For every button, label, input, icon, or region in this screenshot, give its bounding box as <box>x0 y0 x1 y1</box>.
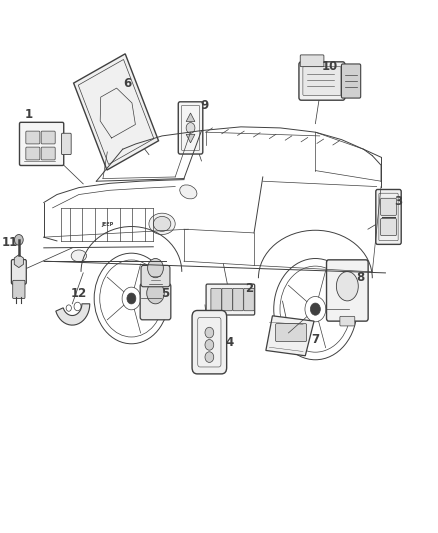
Polygon shape <box>14 255 23 268</box>
FancyBboxPatch shape <box>326 260 368 321</box>
Ellipse shape <box>180 185 197 199</box>
Ellipse shape <box>149 213 175 235</box>
FancyBboxPatch shape <box>61 133 71 155</box>
FancyBboxPatch shape <box>340 316 355 326</box>
FancyBboxPatch shape <box>41 131 55 144</box>
Circle shape <box>148 259 163 278</box>
FancyBboxPatch shape <box>381 198 396 215</box>
FancyBboxPatch shape <box>276 324 307 342</box>
Circle shape <box>147 282 164 304</box>
Polygon shape <box>266 316 314 356</box>
Circle shape <box>66 305 71 311</box>
Text: 6: 6 <box>123 77 131 90</box>
Polygon shape <box>186 113 195 122</box>
Text: 11: 11 <box>1 236 18 249</box>
FancyBboxPatch shape <box>206 284 255 315</box>
Circle shape <box>205 327 214 338</box>
Circle shape <box>14 235 23 245</box>
FancyBboxPatch shape <box>41 147 55 160</box>
FancyBboxPatch shape <box>141 265 170 287</box>
Circle shape <box>205 352 214 362</box>
FancyBboxPatch shape <box>13 280 25 298</box>
Text: 4: 4 <box>225 336 233 349</box>
Text: 3: 3 <box>395 195 403 208</box>
Text: 10: 10 <box>321 60 338 73</box>
Text: 8: 8 <box>356 271 364 284</box>
Polygon shape <box>74 54 159 170</box>
FancyBboxPatch shape <box>26 131 40 144</box>
Text: 12: 12 <box>71 287 87 300</box>
Text: 5: 5 <box>162 287 170 300</box>
Text: 7: 7 <box>311 333 319 346</box>
FancyBboxPatch shape <box>376 190 401 244</box>
FancyBboxPatch shape <box>244 288 254 311</box>
FancyBboxPatch shape <box>303 67 341 95</box>
FancyBboxPatch shape <box>299 62 345 100</box>
FancyBboxPatch shape <box>26 147 40 160</box>
FancyBboxPatch shape <box>178 102 203 154</box>
Circle shape <box>205 340 214 350</box>
FancyBboxPatch shape <box>300 55 324 67</box>
Polygon shape <box>56 304 90 325</box>
FancyBboxPatch shape <box>140 284 171 320</box>
Text: 2: 2 <box>246 282 254 295</box>
FancyBboxPatch shape <box>211 288 222 311</box>
Circle shape <box>186 123 195 133</box>
Text: 1: 1 <box>25 108 32 121</box>
FancyBboxPatch shape <box>11 260 26 284</box>
Ellipse shape <box>153 216 171 231</box>
FancyBboxPatch shape <box>233 288 244 311</box>
FancyBboxPatch shape <box>381 219 396 236</box>
FancyBboxPatch shape <box>192 310 227 374</box>
Ellipse shape <box>71 250 87 262</box>
Text: 9: 9 <box>201 99 209 111</box>
Polygon shape <box>186 134 195 143</box>
FancyBboxPatch shape <box>222 288 233 311</box>
FancyBboxPatch shape <box>342 64 360 98</box>
Circle shape <box>74 302 81 311</box>
Circle shape <box>311 303 320 315</box>
Circle shape <box>127 293 136 304</box>
FancyBboxPatch shape <box>19 123 64 165</box>
Ellipse shape <box>336 271 358 301</box>
Text: JEEP: JEEP <box>101 222 113 228</box>
